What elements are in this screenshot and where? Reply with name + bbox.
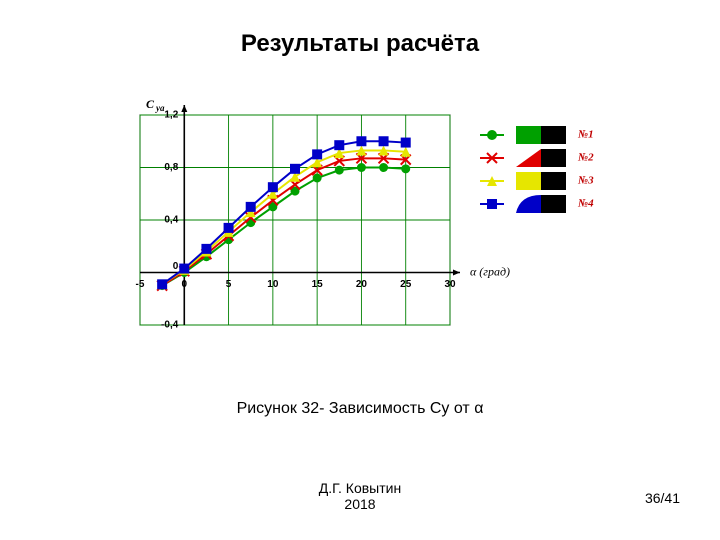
- svg-text:№4: №4: [577, 198, 594, 210]
- svg-text:№3: №3: [577, 175, 594, 187]
- svg-text:30: 30: [444, 279, 456, 290]
- svg-text:№2: №2: [577, 152, 594, 164]
- svg-text:20: 20: [356, 279, 368, 290]
- chart-container: -5 0 5 10 15 20 25 30 -0,4 0,4 0,8 1,2 0 Cуа α (град) №…: [85, 95, 645, 380]
- svg-text:-0,4: -0,4: [161, 320, 179, 331]
- svg-text:0,8: 0,8: [164, 162, 178, 173]
- svg-text:C: C: [146, 97, 155, 111]
- svg-text:1,2: 1,2: [164, 110, 178, 121]
- svg-text:0: 0: [173, 261, 179, 272]
- svg-text:15: 15: [312, 279, 324, 290]
- author-year: 2018: [0, 496, 720, 512]
- page-number: 36/41: [645, 490, 680, 506]
- svg-text:№1: №1: [577, 129, 594, 141]
- svg-text:уа: уа: [155, 103, 165, 113]
- lift-coefficient-chart: -5 0 5 10 15 20 25 30 -0,4 0,4 0,8 1,2 0 Cуа α (град) №…: [85, 95, 645, 375]
- svg-text:10: 10: [267, 279, 279, 290]
- svg-text:0: 0: [182, 279, 188, 290]
- svg-text:-5: -5: [136, 279, 145, 290]
- figure-caption: Рисунок 32- Зависимость Су от α: [0, 400, 720, 418]
- author-name: Д.Г. Ковытин: [0, 480, 720, 496]
- svg-text:α (град): α (град): [470, 264, 510, 278]
- slide-title: Результаты расчёта: [0, 30, 720, 58]
- svg-text:25: 25: [400, 279, 412, 290]
- svg-text:5: 5: [226, 279, 232, 290]
- author-block: Д.Г. Ковытин 2018: [0, 480, 720, 512]
- svg-text:0,4: 0,4: [164, 215, 178, 226]
